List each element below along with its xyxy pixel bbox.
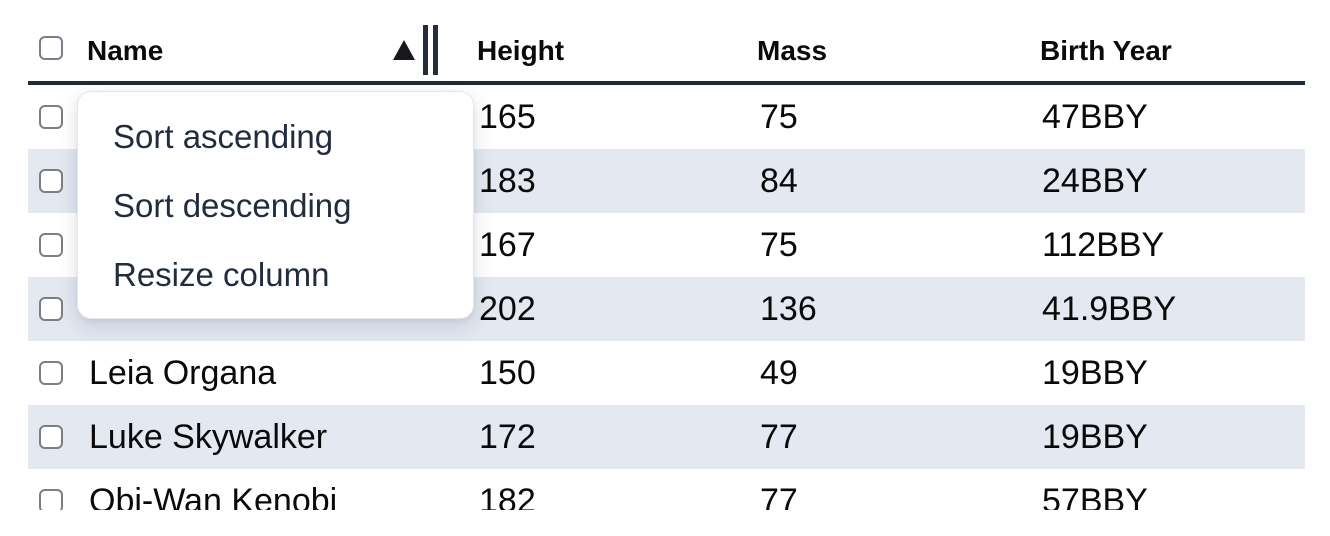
menu-item-sort-descending[interactable]: Sort descending xyxy=(113,186,352,224)
cell-birth-year: 19BBY xyxy=(1042,354,1148,392)
table-row: Obi-Wan Kenobi 182 77 57BBY xyxy=(0,469,1330,510)
menu-item-resize-column[interactable]: Resize column xyxy=(113,255,330,293)
column-header-birth-year[interactable]: Birth Year xyxy=(1040,35,1172,66)
column-resize-handle-icon[interactable] xyxy=(423,25,438,75)
column-context-menu: Sort ascending Sort descending Resize colu… xyxy=(77,91,474,319)
cell-birth-year: 19BBY xyxy=(1042,418,1148,456)
row-checkbox[interactable] xyxy=(39,489,63,510)
cell-mass: 75 xyxy=(760,226,798,264)
cell-mass: 49 xyxy=(760,354,798,392)
cell-height: 165 xyxy=(479,98,536,136)
cell-birth-year: 57BBY xyxy=(1042,482,1148,510)
sort-ascending-icon xyxy=(393,40,415,60)
cell-mass: 84 xyxy=(760,162,798,200)
column-header-height[interactable]: Height xyxy=(477,35,565,66)
row-checkbox[interactable] xyxy=(39,169,63,193)
table-row: Luke Skywalker 172 77 19BBY xyxy=(0,405,1330,469)
cell-height: 167 xyxy=(479,226,536,264)
cell-mass: 77 xyxy=(760,482,798,510)
row-checkbox[interactable] xyxy=(39,297,63,321)
column-header-mass[interactable]: Mass xyxy=(757,35,828,66)
cell-mass: 77 xyxy=(760,418,798,456)
cell-height: 202 xyxy=(479,290,536,328)
cell-birth-year: 112BBY xyxy=(1042,226,1165,264)
cell-birth-year: 41.9BBY xyxy=(1042,290,1177,328)
cell-name: Leia Organa xyxy=(89,354,277,392)
cell-mass: 75 xyxy=(760,98,798,136)
cell-height: 183 xyxy=(479,162,536,200)
cell-birth-year: 47BBY xyxy=(1042,98,1148,136)
table-row: Leia Organa 150 49 19BBY xyxy=(0,341,1330,405)
row-checkbox[interactable] xyxy=(39,105,63,129)
cell-height: 182 xyxy=(479,482,536,510)
header-divider xyxy=(28,81,1305,85)
row-checkbox[interactable] xyxy=(39,361,63,385)
table-row: 165 75 47BBY xyxy=(0,85,1330,149)
cell-name: Obi-Wan Kenobi xyxy=(89,482,338,510)
table-header-row: Name Height Mass Birth Year xyxy=(0,0,1330,85)
cell-name: Luke Skywalker xyxy=(89,418,328,456)
row-checkbox[interactable] xyxy=(39,425,63,449)
row-checkbox[interactable] xyxy=(39,233,63,257)
cell-height: 172 xyxy=(479,418,536,456)
menu-item-sort-ascending[interactable]: Sort ascending xyxy=(113,117,334,155)
table-row: 167 75 112BBY xyxy=(0,213,1330,277)
column-header-name[interactable]: Name xyxy=(87,35,164,66)
select-all-checkbox[interactable] xyxy=(39,36,63,60)
cell-birth-year: 24BBY xyxy=(1042,162,1148,200)
cell-mass: 136 xyxy=(760,290,817,328)
cell-height: 150 xyxy=(479,354,536,392)
